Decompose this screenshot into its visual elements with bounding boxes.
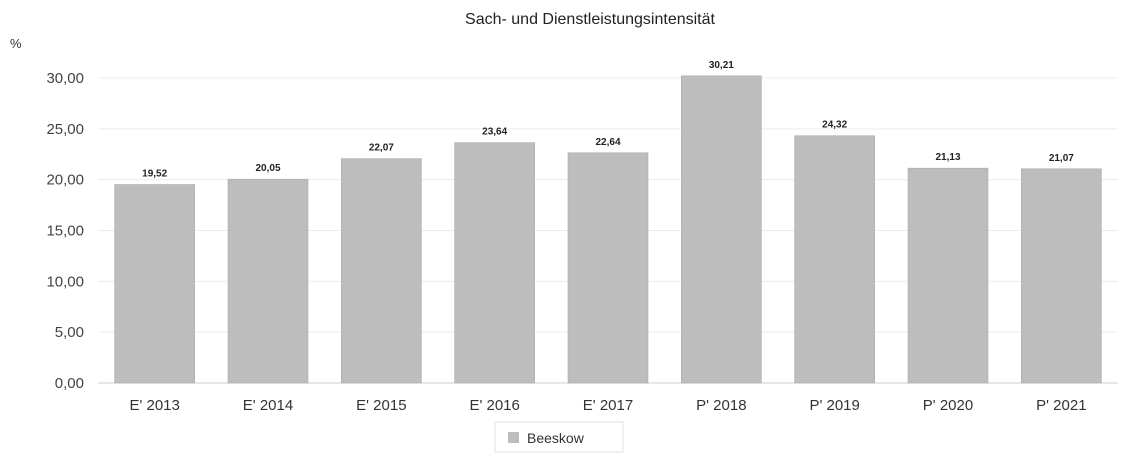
x-axis-categories: E' 2013 E' 2014 E' 2015 E' 2016 E' 2017 P' 20… bbox=[129, 397, 1086, 414]
y-axis-ticks: 0,00 5,00 10,00 15,00 20,00 25,00 30,00 bbox=[46, 70, 84, 392]
legend: Beeskow bbox=[494, 421, 624, 453]
y-tick-label: 0,00 bbox=[55, 375, 84, 392]
bar bbox=[681, 75, 762, 384]
x-tick-label: E' 2013 bbox=[129, 397, 179, 414]
data-label: 22,07 bbox=[369, 143, 394, 154]
data-labels: 19,52 20,05 22,07 23,64 22,64 30,21 24,32 21,13… bbox=[142, 60, 1074, 180]
legend-label: Beeskow bbox=[527, 430, 585, 446]
y-tick-label: 10,00 bbox=[46, 273, 84, 290]
x-tick-label: E' 2014 bbox=[243, 397, 293, 414]
bar bbox=[341, 158, 422, 384]
bar bbox=[454, 142, 535, 384]
x-tick-label: E' 2015 bbox=[356, 397, 406, 414]
data-label: 23,64 bbox=[482, 127, 507, 138]
y-tick-label: 25,00 bbox=[46, 121, 84, 138]
x-tick-label: P' 2021 bbox=[1036, 397, 1086, 414]
legend-box bbox=[494, 421, 624, 453]
x-tick-label: E' 2016 bbox=[469, 397, 519, 414]
x-tick-label: E' 2017 bbox=[583, 397, 633, 414]
x-tick-label: P' 2018 bbox=[696, 397, 746, 414]
data-label: 21,13 bbox=[935, 152, 960, 163]
bar bbox=[907, 167, 989, 384]
x-tick-label: P' 2020 bbox=[923, 397, 973, 414]
bar bbox=[227, 178, 309, 384]
y-axis-unit-label: % bbox=[10, 36, 22, 51]
y-tick-label: 15,00 bbox=[46, 223, 84, 240]
data-label: 19,52 bbox=[142, 169, 167, 180]
x-tick-label: P' 2019 bbox=[809, 397, 859, 414]
data-label: 30,21 bbox=[709, 60, 734, 71]
data-label: 22,64 bbox=[595, 137, 620, 148]
data-label: 21,07 bbox=[1049, 153, 1074, 164]
legend-swatch bbox=[508, 432, 519, 443]
data-label: 24,32 bbox=[822, 120, 847, 131]
y-tick-label: 30,00 bbox=[46, 70, 84, 87]
data-label: 20,05 bbox=[255, 163, 280, 174]
bar bbox=[1021, 168, 1102, 384]
bar bbox=[567, 152, 649, 384]
bar bbox=[114, 184, 195, 384]
bar bbox=[794, 135, 875, 384]
bar-series bbox=[114, 75, 1102, 384]
chart-title: Sach- und Dienstleistungsintensität bbox=[465, 11, 715, 28]
y-tick-label: 5,00 bbox=[55, 324, 84, 341]
y-tick-label: 20,00 bbox=[46, 172, 84, 189]
